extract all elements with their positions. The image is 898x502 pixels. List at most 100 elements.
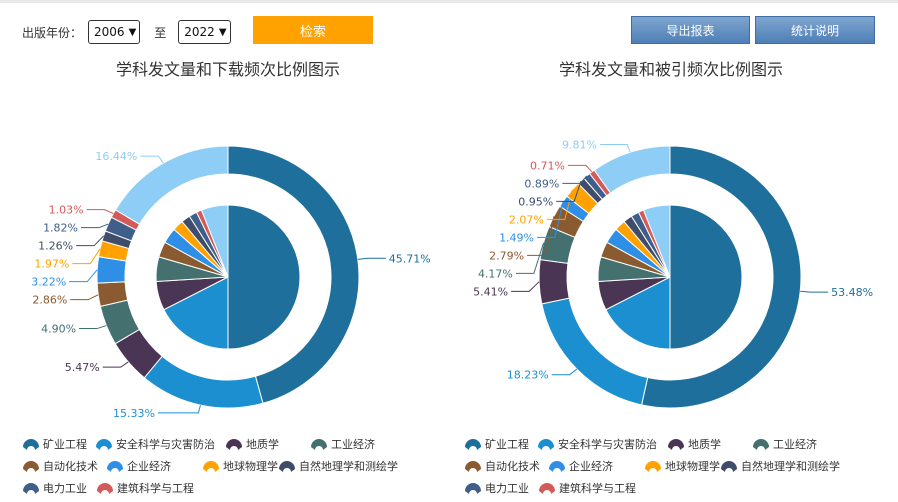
legend-label: 地球物理学 (665, 459, 720, 473)
chart-title-citations: 学科发文量和被引频次比例图示 (558, 60, 783, 79)
legend-label: 工业经济 (773, 437, 817, 451)
legend-label: 矿业工程 (485, 438, 529, 451)
legend-marker-icon (23, 439, 39, 450)
label-leader-line (600, 144, 631, 153)
legend-label: 自然地理学和测绘学 (741, 459, 840, 473)
label-leader-line (81, 223, 109, 229)
legend-marker-icon (226, 439, 242, 450)
legend-label: 自动化技术 (43, 459, 98, 473)
stats-info-button[interactable]: 统计说明 (755, 16, 875, 44)
search-button[interactable]: 检索 (253, 16, 373, 44)
data-label: 0.95% (518, 195, 553, 208)
year-filter: 出版年份： 2006 ▼ 至 2022 ▼ (22, 18, 231, 46)
inner-pie-slice (200, 204, 229, 278)
chevron-down-icon: ▼ (218, 26, 227, 38)
outer-ring-slice (640, 145, 802, 409)
end-year-value: 2022 (184, 25, 215, 39)
legend-label: 地质学 (246, 437, 279, 451)
legend-marker-icon (645, 461, 661, 472)
legend-label: 矿业工程 (43, 438, 87, 451)
data-label: 45.71% (389, 252, 431, 265)
start-year-value: 2006 (94, 25, 125, 39)
data-label: 1.49% (499, 231, 534, 244)
outer-ring-slice (143, 355, 264, 409)
label-leader-line (72, 248, 101, 265)
start-year-select[interactable]: 2006 ▼ (88, 20, 141, 44)
label-leader-line (79, 325, 107, 330)
label-leader-line (86, 209, 114, 215)
data-label: 5.47% (65, 361, 100, 374)
data-label: 1.26% (38, 240, 73, 253)
legend-marker-icon (465, 483, 481, 494)
outer-ring-slice (114, 145, 229, 225)
legend-marker-icon (96, 439, 112, 450)
data-label: 53.48% (831, 286, 873, 299)
data-label: 15.33% (113, 407, 155, 420)
inner-pie-slice (227, 204, 301, 350)
legend-marker-icon (465, 461, 481, 472)
chevron-down-icon: ▼ (128, 26, 137, 38)
end-year-select[interactable]: 2022 ▼ (178, 20, 231, 44)
label-leader-line (102, 361, 129, 368)
label-leader-line (158, 404, 201, 414)
legend-label: 自动化技术 (485, 459, 540, 473)
inner-pie-slice (163, 276, 229, 350)
legend-marker-icon (538, 439, 554, 450)
legend-label: 企业经济 (569, 459, 613, 473)
data-label: 2.79% (489, 249, 524, 262)
label-leader-line (562, 175, 588, 184)
outer-ring-slice (227, 145, 360, 404)
data-label: 2.07% (509, 213, 544, 226)
legend-label: 建筑科学与工程 (117, 481, 194, 495)
legend-label: 安全科学与灾害防治 (116, 437, 215, 451)
year-filter-label: 出版年份： (22, 25, 83, 40)
legend-marker-icon (97, 483, 113, 494)
label-leader-line (546, 189, 573, 220)
legend-label: 自然地理学和测绘学 (299, 459, 398, 473)
legend-marker-icon (668, 439, 684, 450)
legend-label: 安全科学与灾害防治 (558, 437, 657, 451)
data-label: 1.97% (34, 258, 69, 271)
chart-title-downloads: 学科发文量和下载频次比例图示 (115, 60, 340, 79)
inner-pie-slice (669, 204, 743, 350)
legend-marker-icon (23, 483, 39, 494)
legend-marker-icon (465, 439, 481, 450)
data-label: 18.23% (507, 369, 549, 382)
legend-marker-icon (549, 461, 565, 472)
legend-label: 工业经济 (331, 437, 375, 451)
legend-marker-icon (753, 439, 769, 450)
label-leader-line (76, 235, 104, 247)
legend-marker-icon (279, 461, 295, 472)
legend-marker-icon (539, 483, 555, 494)
outer-ring-slice (593, 145, 671, 194)
label-leader-line (140, 155, 164, 164)
data-label: 16.44% (95, 150, 137, 163)
data-label: 4.90% (41, 323, 76, 336)
label-leader-line (69, 269, 98, 283)
to-label: 至 (154, 25, 167, 40)
data-label: 2.86% (32, 294, 67, 307)
label-leader-line (527, 216, 555, 256)
data-label: 3.22% (31, 276, 66, 289)
label-leader-line (70, 294, 99, 301)
legend-label: 地球物理学 (223, 459, 278, 473)
legend-marker-icon (721, 461, 737, 472)
inner-pie-slice (605, 276, 671, 350)
legend-marker-icon (203, 461, 219, 472)
data-label: 1.03% (49, 204, 84, 217)
inner-pie-slice (642, 204, 671, 278)
data-label: 5.41% (473, 285, 508, 298)
data-label: 0.71% (530, 159, 565, 172)
data-label: 4.17% (478, 267, 513, 280)
export-report-button[interactable]: 导出报表 (631, 16, 750, 44)
legend-marker-icon (311, 439, 327, 450)
label-leader-line (357, 257, 386, 260)
label-leader-line (537, 201, 564, 238)
data-label: 9.81% (562, 139, 597, 152)
legend-label: 地质学 (688, 437, 721, 451)
label-leader-line (551, 368, 578, 376)
top-divider (0, 0, 898, 3)
data-label: 1.82% (43, 222, 78, 235)
label-leader-line (511, 281, 540, 292)
